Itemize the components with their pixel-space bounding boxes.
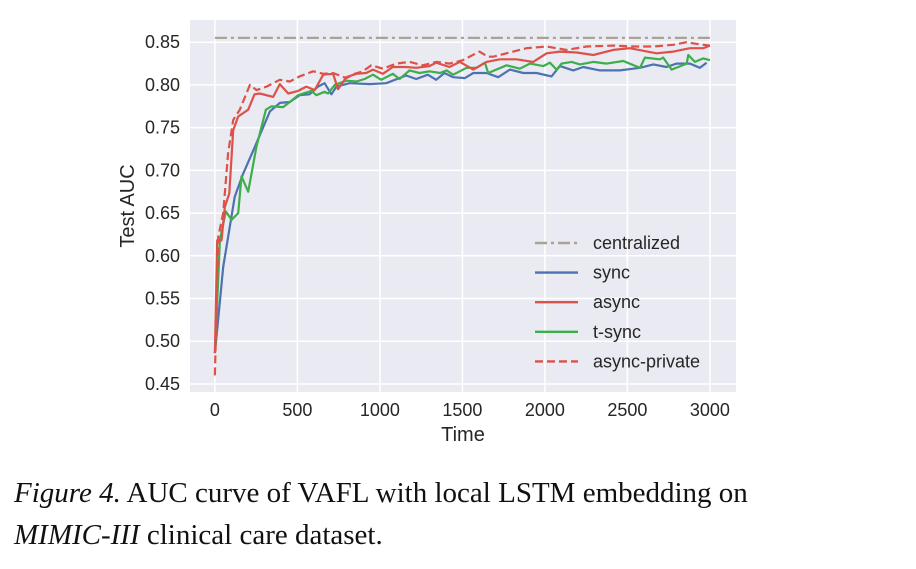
x-tick-label: 1000 xyxy=(360,400,400,420)
y-axis-label: Test AUC xyxy=(117,164,139,247)
legend-label-sync: sync xyxy=(593,263,630,283)
caption-text-2: clinical care dataset. xyxy=(139,519,383,551)
y-tick-label: 0.80 xyxy=(145,75,180,95)
y-tick-label: 0.70 xyxy=(145,160,180,180)
series-line-async-private xyxy=(213,41,711,376)
x-tick-labels: 0 500 1000 1500 2000 2500 3000 xyxy=(210,400,730,420)
x-tick-label: 1500 xyxy=(442,400,482,420)
figure-caption: Figure 4. AUC curve of VAFL with local L… xyxy=(14,472,914,556)
legend-label-async: async xyxy=(593,292,640,312)
y-tick-label: 0.55 xyxy=(145,289,180,309)
x-axis-label: Time xyxy=(441,424,485,446)
caption-text-1: AUC curve of VAFL with local LSTM embedd… xyxy=(120,477,748,509)
series-line-async xyxy=(213,44,711,354)
series-line-t-sync xyxy=(213,53,711,354)
y-tick-label: 0.65 xyxy=(145,203,180,223)
x-tick-label: 2000 xyxy=(525,400,565,420)
x-tick-label: 3000 xyxy=(690,400,730,420)
grid xyxy=(190,20,736,392)
x-tick-label: 2500 xyxy=(607,400,647,420)
legend-label-async-private: async-private xyxy=(593,351,700,371)
x-tick-label: 0 xyxy=(210,400,220,420)
caption-dataset-name: MIMIC-III xyxy=(14,519,140,551)
y-tick-label: 0.75 xyxy=(145,118,180,138)
y-tick-label: 0.45 xyxy=(145,374,180,394)
legend-label-t-sync: t-sync xyxy=(593,322,641,342)
y-tick-labels: 0.45 0.50 0.55 0.60 0.65 0.70 0.75 0.80 0.85 xyxy=(145,32,180,394)
caption-label: Figure 4. xyxy=(14,477,121,509)
y-tick-label: 0.85 xyxy=(145,32,180,52)
y-tick-label: 0.50 xyxy=(145,331,180,351)
auc-chart: 0 500 1000 1500 2000 2500 3000 0.45 0.50 0.55 0.6… xyxy=(117,20,736,446)
series-lines xyxy=(213,36,711,376)
legend: centralized sync async t-sync async-private xyxy=(535,233,700,371)
legend-label-centralized: centralized xyxy=(593,233,680,253)
x-tick-label: 500 xyxy=(282,400,312,420)
y-tick-label: 0.60 xyxy=(145,246,180,266)
